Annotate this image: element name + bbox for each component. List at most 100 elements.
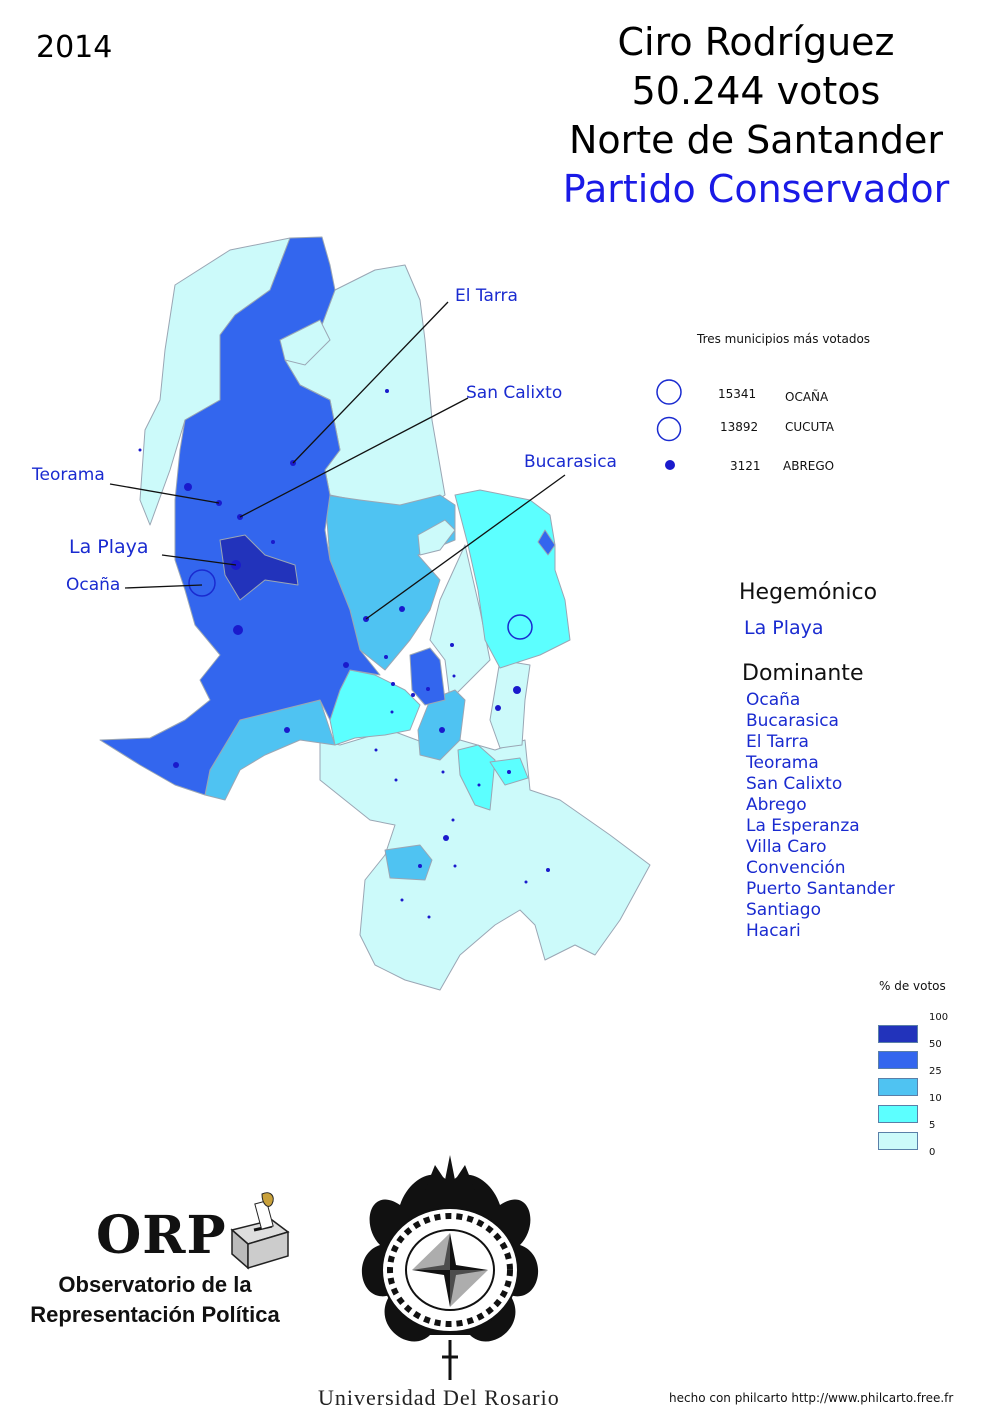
label-bucarasica: Bucarasica [524,452,617,472]
region-small-blue [384,844,433,881]
municipality-dot [138,448,142,452]
ocana-circle [188,569,216,597]
municipality-dot [284,727,290,733]
scale-break: 50 [929,1039,942,1050]
municipality-dot [271,540,275,544]
municipality-dot [453,864,457,868]
party-name: Partido Conservador [562,167,950,211]
municipality-dot [507,770,511,774]
top-2-votes: 13892 [720,420,759,434]
dominant-item: La Esperanza [746,816,860,836]
label-la-playa: La Playa [69,536,149,558]
municipality-dot [439,727,445,733]
municipality-dot [426,687,430,691]
san-calixto-leader [239,397,469,518]
scale-swatch-0-5 [878,1132,918,1150]
dominant-item: San Calixto [746,774,843,794]
region-east-corridor [489,659,531,749]
year-label: 2014 [36,30,113,65]
legend-circle-large [656,379,682,405]
dominant-item: Abrego [746,795,807,815]
scale-swatch-25-50 [878,1051,918,1069]
scale-break: 5 [929,1120,936,1131]
legend-circle-small [665,460,675,470]
bucarasica-leader [365,474,566,620]
municipality-dot [546,868,550,872]
municipality-dot [343,662,349,668]
dominant-heading: Dominante [742,661,864,686]
dominant-item: El Tarra [746,732,809,752]
dominant-item: Bucarasica [746,711,839,731]
region-small-cyan [457,744,496,811]
ocana-leader [124,584,203,589]
orp-logo-text: ORP [96,1205,227,1266]
municipality-dot [443,835,449,841]
legend-circle-medium [656,416,682,442]
dominant-item: Ocaña [746,690,801,710]
teorama-leader [109,483,220,504]
municipality-dot [374,748,378,752]
top-1-name: OCAÑA [785,390,829,404]
municipality-dot [391,682,395,686]
region-east-dark [409,647,446,706]
university-seal [361,1155,539,1380]
scale-break: 0 [929,1147,936,1158]
municipality-dot [513,686,521,694]
municipality-dot [385,389,389,393]
hegemonic-item: La Playa [744,617,824,639]
dominant-item: Puerto Santander [746,879,895,899]
el-tarra-leader [292,301,449,464]
municipality-dot [394,778,398,782]
municipality-dot [450,643,454,647]
top-2-name: CUCUTA [785,420,834,434]
scale-swatch-5-10 [878,1105,918,1123]
vote-scale-title: % de votos [879,979,946,993]
university-name: Universidad Del Rosario [318,1385,560,1410]
cucuta-circle [507,614,533,640]
municipality-dot [411,693,415,697]
municipality-dot [452,674,456,678]
scale-swatch-10-25 [878,1078,918,1096]
municipality-dot [427,915,431,919]
municipality-dot [524,880,528,884]
region-white-inlet [279,319,331,366]
map-title: Ciro Rodríguez 50.244 votos Norte de San… [526,18,986,214]
region-white-inlet-2 [417,519,456,556]
municipality-dot [418,864,422,868]
region-bucarasica [537,529,556,556]
scale-break: 100 [929,1012,949,1023]
municipality-dot [400,898,404,902]
total-votes: 50.244 votos [631,69,881,113]
top-municipalities-title: Tres municipios más votados [697,332,871,346]
candidate-name: Ciro Rodríguez [617,20,895,64]
municipality-dot [384,655,388,659]
municipality-dot [184,483,192,491]
la-playa-leader [161,554,237,566]
department-name: Norte de Santander [568,118,944,162]
hegemonic-heading: Hegemónico [739,580,878,605]
dominant-item: Hacari [746,921,801,941]
label-teorama: Teorama [32,465,105,485]
orp-full-name: Observatorio de la Representación Políti… [30,1272,280,1327]
dominant-item: Villa Caro [746,837,827,857]
municipality-dot [390,710,394,714]
municipality-dot [173,762,179,768]
top-3-name: ABREGO [783,459,835,473]
credit-line: hecho con philcarto http://www.philcarto… [669,1391,954,1405]
top-1-votes: 15341 [718,387,757,401]
dominant-list: Ocaña Bucarasica El Tarra Teorama San Ca… [746,690,895,942]
municipality-dot [441,770,445,774]
municipality-dot [495,705,501,711]
region-mid-blue [417,689,466,761]
label-san-calixto: San Calixto [466,383,563,403]
municipality-dot [399,606,405,612]
label-ocana: Ocaña [66,575,121,595]
municipality-dot [477,783,481,787]
abrego-circle [233,625,243,635]
scale-break: 10 [929,1093,942,1104]
dominant-item: Convención [746,858,846,878]
scale-swatch-50-100 [878,1025,918,1043]
label-el-tarra: El Tarra [455,286,518,306]
scale-break: 25 [929,1066,942,1077]
